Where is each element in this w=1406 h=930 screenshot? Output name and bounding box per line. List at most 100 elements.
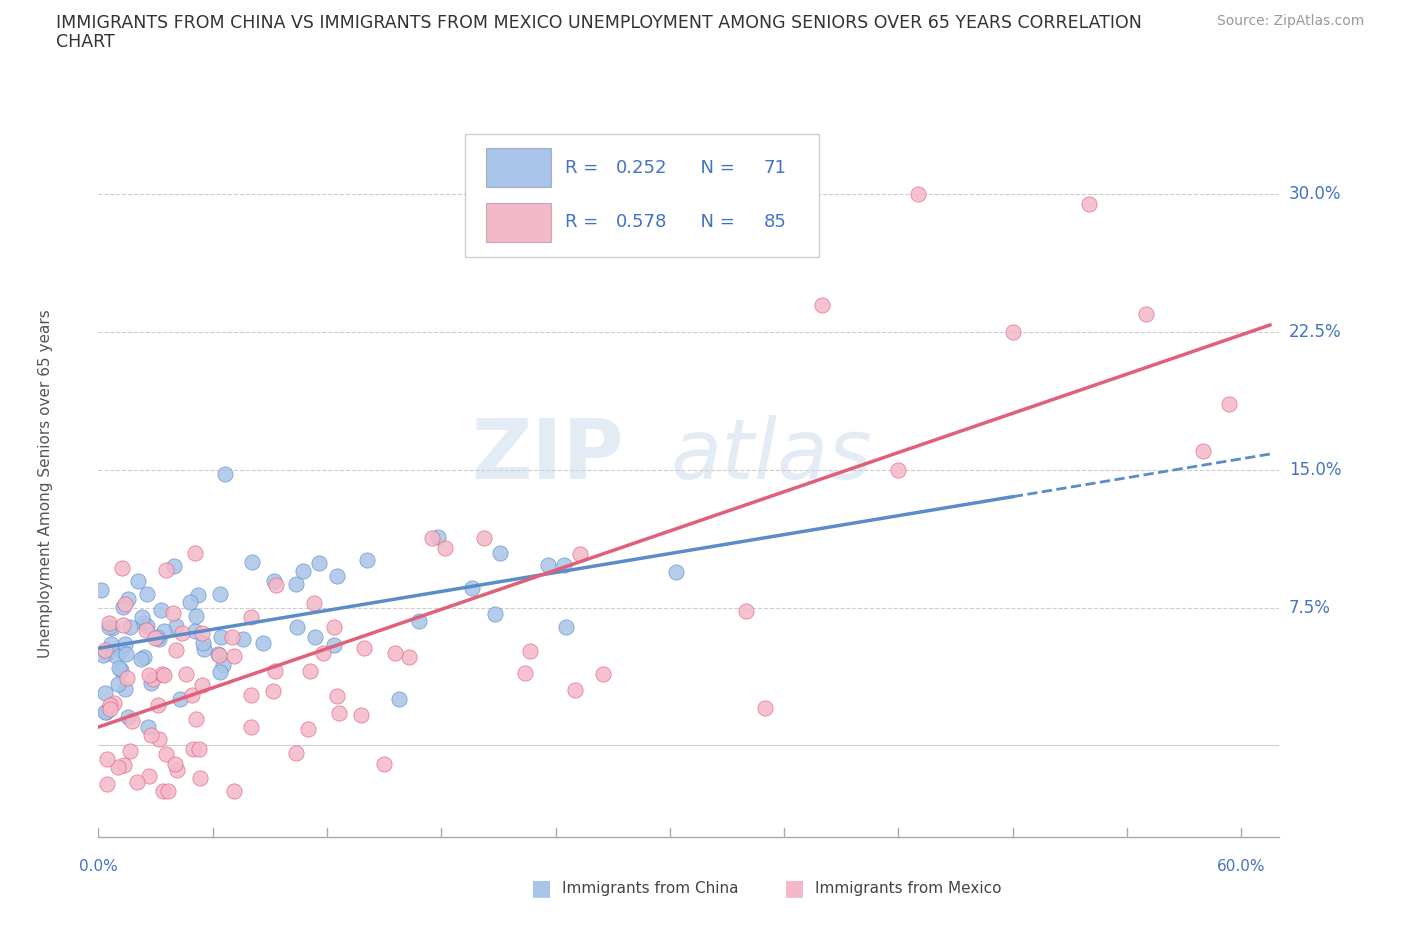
- Point: [515, 666, 537, 681]
- Point: [373, 756, 395, 771]
- Text: 71: 71: [763, 159, 786, 177]
- Text: ■: ■: [785, 878, 804, 898]
- Point: [311, 645, 333, 660]
- Point: [1135, 306, 1157, 321]
- Point: [193, 642, 215, 657]
- Point: [537, 557, 560, 572]
- Point: [165, 643, 187, 658]
- Point: [353, 641, 375, 656]
- Point: [112, 618, 135, 632]
- Point: [104, 649, 127, 664]
- Text: 7.5%: 7.5%: [1289, 599, 1331, 617]
- Point: [115, 671, 138, 685]
- Point: [349, 708, 371, 723]
- Point: [96, 751, 118, 766]
- Point: [754, 701, 776, 716]
- Point: [398, 650, 420, 665]
- Text: atlas: atlas: [671, 415, 873, 496]
- Point: [156, 784, 179, 799]
- Point: [484, 606, 506, 621]
- Point: [163, 756, 186, 771]
- Point: [734, 604, 756, 618]
- Point: [222, 649, 245, 664]
- Point: [187, 588, 209, 603]
- Point: [427, 530, 450, 545]
- Point: [887, 462, 910, 477]
- Point: [148, 632, 170, 647]
- Point: [239, 720, 262, 735]
- Point: [91, 648, 114, 663]
- Point: [208, 647, 231, 662]
- Point: [181, 741, 204, 756]
- Point: [120, 743, 142, 758]
- Point: [191, 635, 214, 650]
- Point: [135, 586, 157, 601]
- Point: [284, 577, 307, 591]
- Point: [191, 678, 214, 693]
- Point: [184, 545, 207, 560]
- Point: [150, 667, 173, 682]
- Point: [153, 668, 176, 683]
- Point: [304, 629, 326, 644]
- FancyBboxPatch shape: [486, 148, 551, 187]
- Point: [174, 666, 197, 681]
- Point: [322, 638, 344, 653]
- Point: [101, 620, 124, 635]
- Point: [117, 710, 139, 724]
- Point: [150, 603, 173, 618]
- Point: [1192, 444, 1215, 458]
- Point: [262, 684, 284, 698]
- Point: [240, 554, 263, 569]
- Point: [139, 727, 162, 742]
- Point: [100, 636, 122, 651]
- Text: IMMIGRANTS FROM CHINA VS IMMIGRANTS FROM MEXICO UNEMPLOYMENT AMONG SENIORS OVER : IMMIGRANTS FROM CHINA VS IMMIGRANTS FROM…: [56, 14, 1142, 32]
- Point: [120, 619, 142, 634]
- Point: [96, 705, 118, 720]
- Point: [284, 746, 307, 761]
- Text: 60.0%: 60.0%: [1218, 859, 1265, 874]
- Point: [117, 591, 139, 606]
- Text: R =: R =: [565, 213, 605, 231]
- Point: [328, 706, 350, 721]
- Point: [263, 664, 285, 679]
- Point: [112, 758, 135, 773]
- Text: ■: ■: [531, 878, 551, 898]
- Point: [98, 702, 121, 717]
- Point: [252, 635, 274, 650]
- Point: [131, 609, 153, 624]
- Point: [143, 631, 166, 645]
- Point: [138, 668, 160, 683]
- Point: [264, 578, 287, 592]
- Point: [208, 665, 231, 680]
- Point: [292, 564, 315, 578]
- Point: [148, 731, 170, 746]
- Point: [297, 722, 319, 737]
- Point: [97, 620, 120, 635]
- Text: 22.5%: 22.5%: [1289, 323, 1341, 341]
- Point: [232, 632, 254, 647]
- Point: [553, 558, 575, 573]
- Point: [422, 531, 444, 546]
- Point: [569, 547, 592, 562]
- Point: [93, 685, 115, 700]
- Point: [474, 530, 496, 545]
- Text: 85: 85: [763, 213, 786, 231]
- Point: [221, 630, 243, 644]
- Text: Immigrants from Mexico: Immigrants from Mexico: [815, 881, 1002, 896]
- Point: [287, 619, 309, 634]
- Point: [114, 681, 136, 696]
- Point: [162, 605, 184, 620]
- Point: [187, 741, 209, 756]
- Text: N =: N =: [689, 159, 741, 177]
- Point: [186, 608, 208, 623]
- Point: [263, 574, 285, 589]
- Point: [127, 573, 149, 588]
- Point: [112, 600, 135, 615]
- Point: [188, 771, 211, 786]
- Text: 15.0%: 15.0%: [1289, 461, 1341, 479]
- Text: 0.578: 0.578: [616, 213, 666, 231]
- Point: [96, 645, 118, 660]
- Point: [239, 688, 262, 703]
- Point: [146, 698, 169, 713]
- Point: [110, 662, 132, 677]
